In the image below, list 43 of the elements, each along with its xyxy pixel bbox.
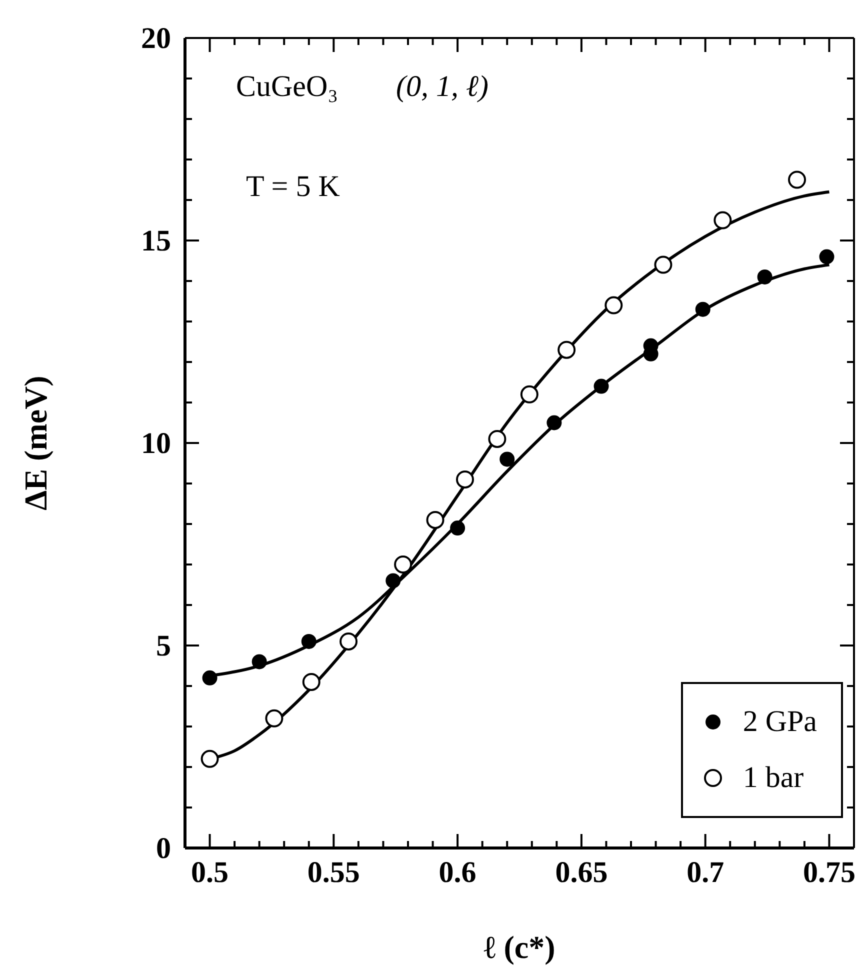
x-tick-label: 0.65 (555, 856, 608, 889)
point (604, 296, 623, 314)
point (252, 654, 267, 670)
point (714, 211, 732, 230)
point (302, 672, 320, 691)
point (558, 340, 576, 359)
point (200, 750, 219, 768)
point (654, 256, 672, 274)
point (386, 573, 401, 588)
point (265, 709, 284, 728)
point (394, 556, 412, 574)
point (594, 378, 609, 394)
annotation: CuGeO₃ (236, 70, 338, 103)
point (546, 415, 562, 430)
x-tick-label: 0.55 (307, 856, 360, 889)
point (488, 430, 506, 448)
y-tick-label: 20 (141, 22, 171, 55)
y-axis-title: ΔE (meV) (17, 376, 54, 510)
annotation: T = 5 K (246, 170, 340, 203)
point (450, 520, 466, 536)
legend-label: 2 GPa (742, 704, 817, 740)
point (757, 269, 772, 284)
x-tick-label: 0.6 (438, 856, 476, 889)
point (301, 634, 316, 649)
point (456, 470, 474, 488)
point (788, 170, 806, 189)
x-axis-title: ℓ (c*) (484, 929, 556, 965)
x-tick-label: 0.7 (686, 856, 724, 889)
x-tick-label: 0.75 (802, 856, 856, 889)
point (500, 452, 515, 467)
point (202, 670, 218, 686)
y-tick-label: 0 (156, 832, 171, 865)
y-tick-label: 15 (141, 224, 171, 258)
y-tick-label: 10 (141, 427, 171, 460)
legend-label: 1 bar (742, 760, 804, 796)
point (819, 249, 834, 264)
point (520, 385, 538, 404)
annotation: (0, 1, ℓ) (396, 70, 488, 103)
point (695, 302, 710, 317)
x-tick-label: 0.5 (191, 856, 229, 889)
y-tick-label: 5 (156, 630, 171, 662)
point (340, 632, 358, 650)
point (426, 510, 444, 529)
